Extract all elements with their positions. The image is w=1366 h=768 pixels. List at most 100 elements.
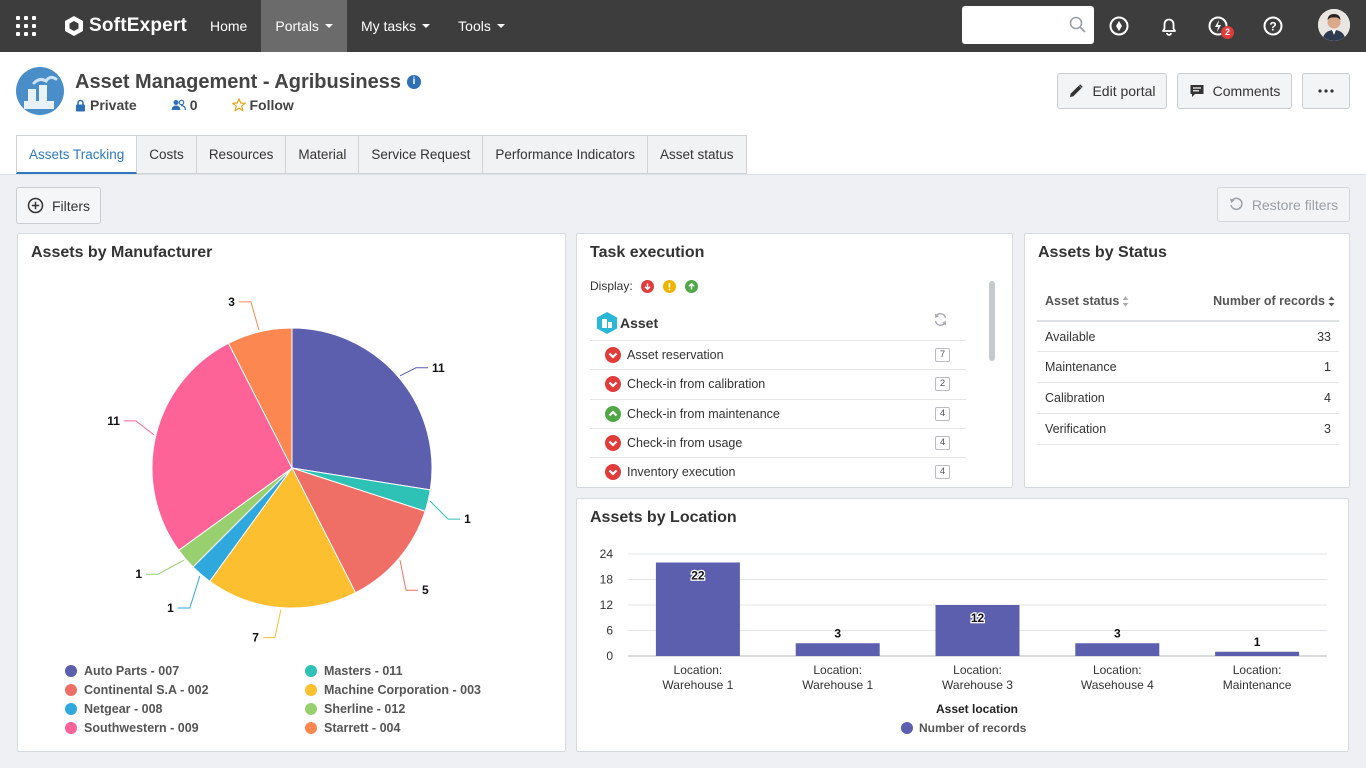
- task-row[interactable]: Asset reservation 7: [590, 340, 966, 369]
- legend-label: Netgear - 008: [84, 701, 163, 716]
- table-row[interactable]: Maintenance 1: [1037, 351, 1339, 384]
- legend-label: Starrett - 004: [324, 720, 401, 735]
- members-icon: [171, 99, 186, 111]
- task-row[interactable]: Check-in from calibration 2: [590, 369, 966, 398]
- status-column-header[interactable]: Asset status: [1037, 281, 1161, 322]
- late-status-icon: [605, 435, 621, 452]
- manufacturer-title: Assets by Manufacturer: [31, 244, 213, 261]
- bar[interactable]: [1075, 643, 1160, 656]
- nav-item-my-tasks[interactable]: My tasks: [347, 0, 444, 52]
- search-box[interactable]: [962, 6, 1094, 44]
- asset-group-header[interactable]: Asset: [596, 311, 658, 335]
- nav-item-tools[interactable]: Tools: [444, 0, 519, 52]
- bell-icon[interactable]: [1156, 13, 1182, 39]
- nav-item-home[interactable]: Home: [196, 0, 261, 52]
- legend-swatch: [65, 664, 77, 677]
- pie-slice[interactable]: [227, 327, 293, 469]
- legend-item[interactable]: Masters - 011: [305, 663, 545, 678]
- edit-portal-button[interactable]: Edit portal: [1057, 73, 1167, 109]
- count-column-header[interactable]: Number of records: [1160, 281, 1339, 322]
- legend-item[interactable]: Machine Corporation - 003: [305, 682, 545, 697]
- search-icon[interactable]: [1069, 16, 1086, 33]
- follow-button[interactable]: Follow: [231, 97, 294, 113]
- compass-icon[interactable]: [1106, 13, 1132, 39]
- nav-item-portals[interactable]: Portals: [261, 0, 347, 52]
- more-options-button[interactable]: [1302, 73, 1350, 109]
- legend-label: Sherline - 012: [324, 701, 406, 716]
- table-row[interactable]: Calibration 4: [1037, 382, 1339, 414]
- tab-service-request[interactable]: Service Request: [359, 135, 484, 174]
- legend-label[interactable]: Number of records: [919, 721, 1027, 735]
- tab-costs[interactable]: Costs: [137, 135, 197, 174]
- pie-slice[interactable]: [151, 342, 293, 551]
- legend-item[interactable]: Netgear - 008: [65, 701, 305, 716]
- late-status-icon: [605, 376, 621, 393]
- tab-resources[interactable]: Resources: [196, 135, 287, 174]
- pie-slice[interactable]: [209, 467, 357, 609]
- legend-item[interactable]: Starrett - 004: [305, 720, 545, 735]
- bar[interactable]: [655, 562, 740, 657]
- refresh-icon[interactable]: [933, 312, 948, 327]
- search-input[interactable]: [968, 6, 1068, 42]
- pie-data-label: 3: [228, 295, 235, 309]
- late-filter-icon[interactable]: [640, 279, 654, 293]
- task-row[interactable]: Check-in from maintenance 4: [590, 398, 966, 428]
- pie-slice[interactable]: [291, 467, 426, 594]
- task-row[interactable]: Check-in from usage 4: [590, 427, 966, 457]
- legend-swatch: [305, 683, 317, 696]
- members-count[interactable]: 0: [171, 97, 198, 113]
- bar-data-label: 22: [691, 569, 705, 583]
- asset-group-label: Asset: [620, 315, 659, 331]
- logo-text: SoftExpert: [89, 15, 188, 36]
- task-execution-title: Task execution: [590, 244, 705, 261]
- tab-material[interactable]: Material: [286, 135, 360, 174]
- x-tick-label: Warehouse 1: [802, 678, 873, 692]
- task-row[interactable]: Inventory execution 4: [590, 457, 966, 486]
- pie-slice[interactable]: [291, 327, 433, 491]
- task-count-badge: 2: [935, 377, 950, 392]
- softexpert-logo[interactable]: SoftExpert: [63, 14, 187, 38]
- location-panel: Assets by Location 0 6 12 18 24 22 Location: Wa…: [576, 498, 1349, 752]
- pencil-icon: [1070, 84, 1084, 97]
- bar[interactable]: [935, 605, 1020, 656]
- x-tick-label: Location:: [953, 663, 1002, 677]
- nav-item-label: Tools: [458, 18, 491, 34]
- task-label: Asset reservation: [627, 348, 724, 363]
- more-horizontal-icon: [1318, 89, 1334, 93]
- info-icon[interactable]: i: [407, 75, 421, 89]
- pie-data-label: 5: [422, 583, 429, 597]
- bar[interactable]: [795, 643, 880, 656]
- notifications-badge: 2: [1221, 26, 1234, 39]
- table-row[interactable]: Verification 3: [1037, 413, 1339, 445]
- on-time-filter-icon[interactable]: [684, 279, 698, 293]
- legend-item[interactable]: Auto Parts - 007: [65, 663, 305, 678]
- tab-assets-tracking[interactable]: Assets Tracking: [16, 135, 138, 174]
- caret-down-icon: [422, 24, 431, 28]
- filters-button[interactable]: Filters: [16, 187, 101, 224]
- table-row[interactable]: Available 33: [1037, 321, 1339, 353]
- status-cell: Maintenance: [1037, 351, 1161, 384]
- restore-filters-button[interactable]: Restore filters: [1217, 187, 1350, 222]
- help-icon[interactable]: ?: [1260, 13, 1286, 39]
- legend-item[interactable]: Continental S.A - 002: [65, 682, 305, 697]
- count-cell: 33: [1160, 321, 1339, 353]
- y-tick-label: 12: [600, 598, 614, 612]
- legend-swatch: [65, 683, 77, 696]
- portal-header: Asset Management - Agribusiness i Privat…: [0, 52, 1366, 175]
- task-list-scrollbar[interactable]: [989, 281, 995, 361]
- y-tick-label: 24: [600, 547, 614, 561]
- tab-asset-status[interactable]: Asset status: [647, 135, 747, 174]
- filters-label: Filters: [51, 197, 91, 214]
- x-tick-label: Maintenance: [1223, 678, 1292, 692]
- comments-button[interactable]: Comments: [1177, 73, 1292, 109]
- tab-performance-indicators[interactable]: Performance Indicators: [483, 135, 648, 174]
- legend-item[interactable]: Southwestern - 009: [65, 720, 305, 735]
- warning-filter-icon[interactable]: [662, 279, 676, 293]
- user-avatar[interactable]: [1318, 9, 1350, 41]
- app-grid-icon[interactable]: [12, 12, 40, 40]
- bar[interactable]: [1215, 651, 1300, 656]
- legend-item[interactable]: Sherline - 012: [305, 701, 545, 716]
- display-label: Display:: [590, 279, 633, 293]
- task-count-badge: 4: [935, 465, 950, 480]
